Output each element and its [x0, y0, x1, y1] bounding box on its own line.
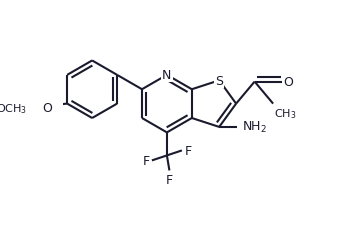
Text: F: F	[184, 144, 192, 157]
Text: F: F	[142, 154, 149, 167]
Text: NH$_2$: NH$_2$	[242, 120, 267, 135]
Text: S: S	[215, 74, 223, 87]
Text: CH$_3$: CH$_3$	[274, 107, 297, 120]
Text: F: F	[166, 173, 173, 186]
Text: N: N	[162, 69, 171, 82]
Text: O: O	[42, 102, 52, 115]
Text: O: O	[283, 76, 293, 89]
Text: OCH$_3$: OCH$_3$	[0, 102, 27, 115]
